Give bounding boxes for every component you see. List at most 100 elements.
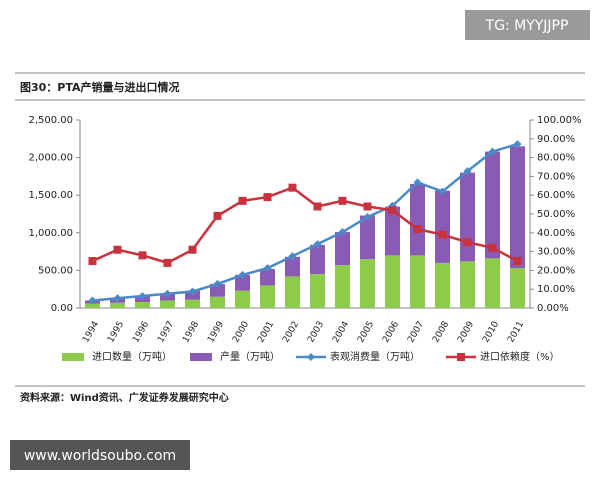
bar xyxy=(235,274,250,291)
marker xyxy=(88,257,97,265)
watermark: www.worldsoubo.com xyxy=(24,448,176,464)
bar xyxy=(85,303,100,308)
marker xyxy=(338,196,347,205)
marker xyxy=(263,264,272,273)
y2-tick-label: 10.00% xyxy=(537,284,575,295)
marker xyxy=(288,183,297,192)
y2-tick-label: 70.00% xyxy=(537,171,575,182)
marker xyxy=(213,279,222,288)
source: 资料来源：Wind资讯、广发证券发展研究中心 xyxy=(20,391,229,404)
y2-tick-label: 20.00% xyxy=(537,265,575,276)
marker xyxy=(138,251,147,260)
y-tick-label: 1,500.00 xyxy=(28,190,73,201)
bar xyxy=(460,172,475,262)
marker xyxy=(438,230,447,239)
bar xyxy=(410,183,425,256)
marker xyxy=(513,257,522,265)
bar xyxy=(335,265,350,308)
bar xyxy=(210,296,225,308)
marker xyxy=(388,206,397,215)
x-tick-label: 2006 xyxy=(381,320,401,345)
legend-label: 进口数量（万吨） xyxy=(92,350,172,363)
bar xyxy=(435,262,450,308)
bar xyxy=(485,151,500,259)
watermark-box xyxy=(465,10,590,40)
y2-tick-label: 0.00% xyxy=(537,303,569,314)
x-tick-label: 1999 xyxy=(206,320,226,345)
marker xyxy=(413,178,422,187)
y2-tick-label: 40.00% xyxy=(537,228,575,239)
y2-tick-label: 60.00% xyxy=(537,190,575,201)
y2-tick-label: 80.00% xyxy=(537,153,575,164)
y2-tick-label: 100.00% xyxy=(537,115,582,126)
x-tick-label: 2009 xyxy=(456,320,476,345)
marker xyxy=(163,258,172,267)
marker xyxy=(363,202,372,211)
bar xyxy=(210,283,225,297)
x-tick-label: 2010 xyxy=(481,320,501,345)
legend-marker xyxy=(307,353,315,361)
x-tick-label: 1996 xyxy=(131,320,151,345)
marker xyxy=(138,291,147,300)
x-tick-label: 1997 xyxy=(156,320,176,345)
bar xyxy=(285,276,300,308)
line xyxy=(92,142,518,302)
marker xyxy=(263,193,272,202)
marker xyxy=(88,296,97,305)
bar xyxy=(460,261,475,308)
watermark: TG: MYYJJPP xyxy=(485,18,569,34)
bar xyxy=(510,268,525,308)
x-tick-label: 1994 xyxy=(81,320,101,345)
x-tick-label: 2008 xyxy=(431,320,451,345)
marker xyxy=(338,228,347,237)
y-tick-label: 2,000.00 xyxy=(28,153,73,164)
bar xyxy=(485,258,500,308)
x-tick-label: 1995 xyxy=(106,320,126,345)
marker xyxy=(313,240,322,249)
marker xyxy=(463,238,472,247)
x-tick-label: 2005 xyxy=(356,320,376,345)
x-tick-label: 2000 xyxy=(231,320,251,345)
marker xyxy=(413,225,422,234)
bar xyxy=(360,259,375,308)
marker xyxy=(213,211,222,220)
marker xyxy=(488,243,497,252)
bar xyxy=(260,285,275,308)
bar xyxy=(135,301,150,308)
marker xyxy=(238,196,247,205)
marker xyxy=(113,294,122,303)
bar xyxy=(310,244,325,275)
bar xyxy=(510,146,525,269)
marker xyxy=(513,140,522,149)
x-tick-label: 2002 xyxy=(281,320,301,345)
bar xyxy=(410,255,425,308)
marker xyxy=(288,252,297,261)
bar xyxy=(260,268,275,286)
bar xyxy=(310,274,325,308)
marker xyxy=(188,287,197,296)
bar xyxy=(160,300,175,308)
x-tick-label: 1998 xyxy=(181,320,201,345)
y-tick-label: 1,000.00 xyxy=(28,228,73,239)
marker xyxy=(163,289,172,298)
x-tick-label: 2003 xyxy=(306,320,326,345)
legend-swatch xyxy=(62,353,84,361)
bar xyxy=(235,290,250,308)
bar xyxy=(435,190,450,263)
marker xyxy=(438,187,447,196)
watermark-box xyxy=(10,440,190,470)
x-tick-label: 2004 xyxy=(331,320,351,345)
y2-tick-label: 90.00% xyxy=(537,134,575,145)
marker xyxy=(463,167,472,176)
marker xyxy=(238,270,247,279)
y-tick-label: 2,500.00 xyxy=(28,115,73,126)
bar xyxy=(360,215,375,260)
bar xyxy=(185,299,200,308)
bar xyxy=(110,302,125,308)
y2-tick-label: 30.00% xyxy=(537,247,575,258)
bar xyxy=(385,206,400,256)
x-tick-label: 2011 xyxy=(506,320,526,345)
bar xyxy=(335,232,350,266)
marker xyxy=(313,202,322,211)
